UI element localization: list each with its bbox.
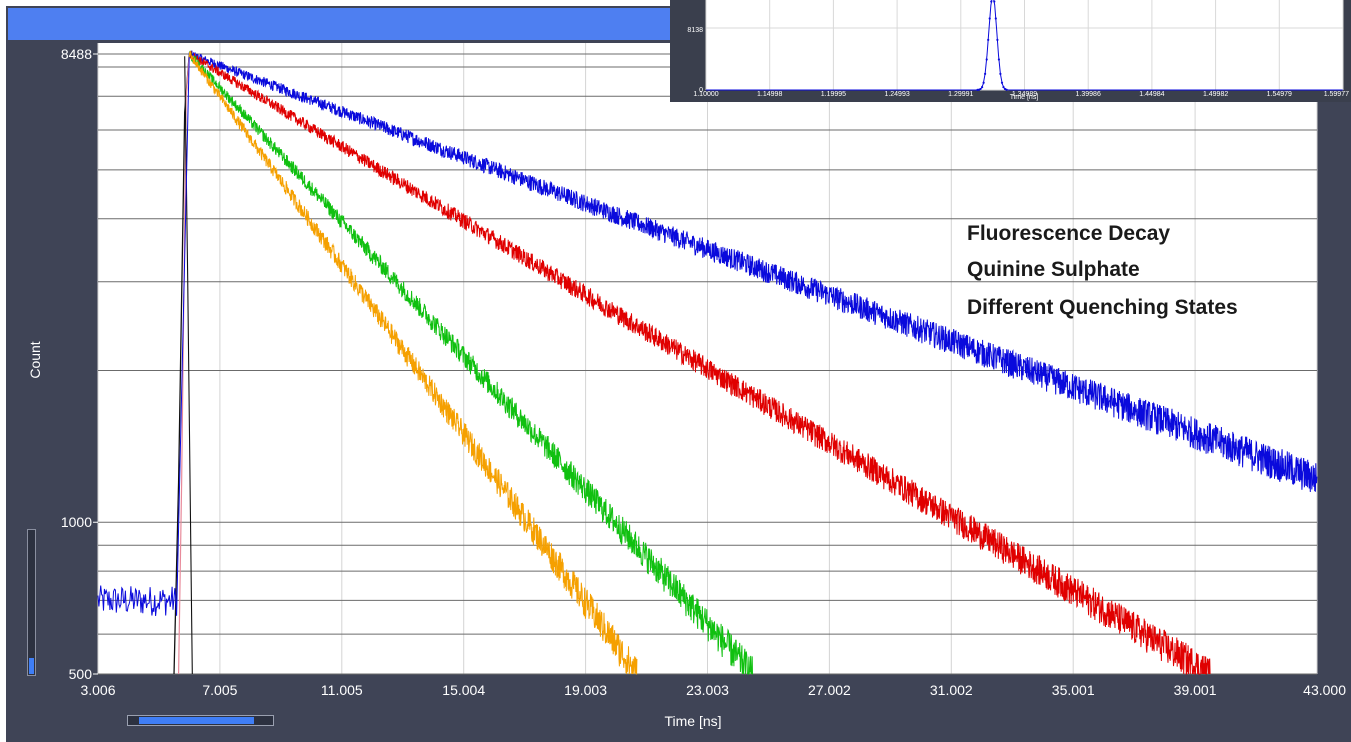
inset-x-tick-label: 1.39986 [1076,91,1101,98]
x-tick-label: 15.004 [442,682,485,698]
x-tick-label: 3.006 [80,682,115,698]
inset-point [997,58,1000,61]
irf-inset-chart: 1.10000 1.14998 1.19995 1.24993 1.29991 1.349… [687,0,1349,101]
inset-point [993,0,996,3]
y-axis-title: Count [27,341,43,378]
y-tick-label: 500 [69,666,93,682]
inset-point [979,87,982,91]
inset-x-tick-label: 1.44984 [1139,91,1164,98]
x-tick-labels: 3.006 7.005 11.005 15.004 19.003 23.003 27.002… [80,682,1346,698]
inset-point [999,72,1002,75]
x-tick-label: 35.001 [1052,682,1095,698]
inset-y-tick-label: 8138 [687,27,703,34]
x-tick-label: 27.002 [808,682,851,698]
inset-irf-peak [706,0,1343,91]
inset-x-tick-label: 1.14998 [757,91,782,98]
inset-point [982,81,985,84]
inset-point [1002,86,1005,89]
inset-x-tick-label: 1.10000 [693,91,718,98]
inset-point [990,0,993,3]
inset-point [981,86,984,89]
annotation-line-1: Fluorescence Decay [967,222,1170,245]
decay-series-3 [188,50,638,675]
inset-x-tick-label: 1.54979 [1267,91,1292,98]
irf-inset-panel: 1.10000 1.14998 1.19995 1.24993 1.29991 1.349… [670,0,1351,102]
inset-y-tick-labels: 8138 0 [687,27,703,94]
horizontal-zoom-thumb[interactable] [139,717,254,724]
inset-x-tick-label: 1.34989 [1012,91,1037,98]
inset-point [1005,88,1008,91]
x-tick-label: 11.005 [321,682,363,698]
inset-series [706,0,1343,91]
x-tick-label: 31.002 [930,682,973,698]
x-tick-label: 7.005 [202,682,237,698]
inset-x-axis-title: Time [ns] [1010,94,1039,101]
annotation-line-3: Different Quenching States [967,296,1238,319]
inset-y-tick-label: 0 [699,87,703,94]
inset-point [987,38,990,42]
inset-x-tick-labels: 1.10000 1.14998 1.19995 1.24993 1.29991 1.349… [693,91,1349,98]
inset-point [985,58,988,61]
x-axis-title: Time [ns] [664,713,721,729]
inset-x-tick-label: 1.19995 [821,91,846,98]
annotation-line-2: Quinine Sulphate [967,258,1140,281]
inset-point [1000,81,1004,84]
vertical-zoom-thumb[interactable] [29,658,34,674]
x-tick-label: 39.001 [1174,682,1217,698]
decay-series-2 [188,50,753,675]
inset-x-tick-label: 1.29991 [948,91,973,98]
series-layer [97,50,1318,675]
y-tick-labels: 8488 1000 500 [61,46,98,682]
decay-series-0 [97,50,1318,617]
y-tick-label: 8488 [61,46,92,62]
inset-point [994,17,997,20]
horizontal-zoom-scrollbar[interactable] [127,715,274,726]
decay-series-1 [188,51,1211,675]
inset-point [984,72,987,75]
inset-point [996,38,999,42]
inset-point [988,17,991,20]
vertical-zoom-scrollbar[interactable] [27,529,36,676]
x-tick-label: 23.003 [686,682,729,698]
x-tick-label: 19.003 [564,682,607,698]
inset-x-tick-label: 1.59977 [1324,91,1349,98]
inset-x-tick-label: 1.24993 [884,91,909,98]
y-tick-label: 1000 [61,514,92,530]
inset-x-tick-label: 1.49982 [1203,91,1228,98]
x-tick-label: 43.000 [1303,682,1346,698]
